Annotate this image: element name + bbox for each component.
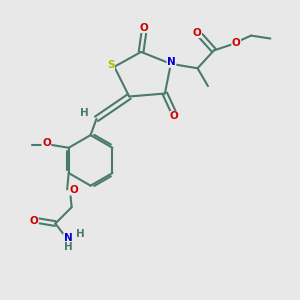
Text: O: O bbox=[69, 185, 78, 195]
Text: O: O bbox=[140, 22, 148, 32]
Text: O: O bbox=[29, 216, 38, 226]
Text: N: N bbox=[167, 57, 176, 67]
Text: H: H bbox=[76, 229, 85, 239]
Text: O: O bbox=[42, 138, 51, 148]
Text: H: H bbox=[80, 108, 88, 118]
Text: O: O bbox=[232, 38, 241, 48]
Text: O: O bbox=[193, 28, 201, 38]
Text: N: N bbox=[64, 233, 73, 243]
Text: S: S bbox=[107, 60, 115, 70]
Text: H: H bbox=[64, 242, 73, 252]
Text: O: O bbox=[170, 111, 179, 122]
